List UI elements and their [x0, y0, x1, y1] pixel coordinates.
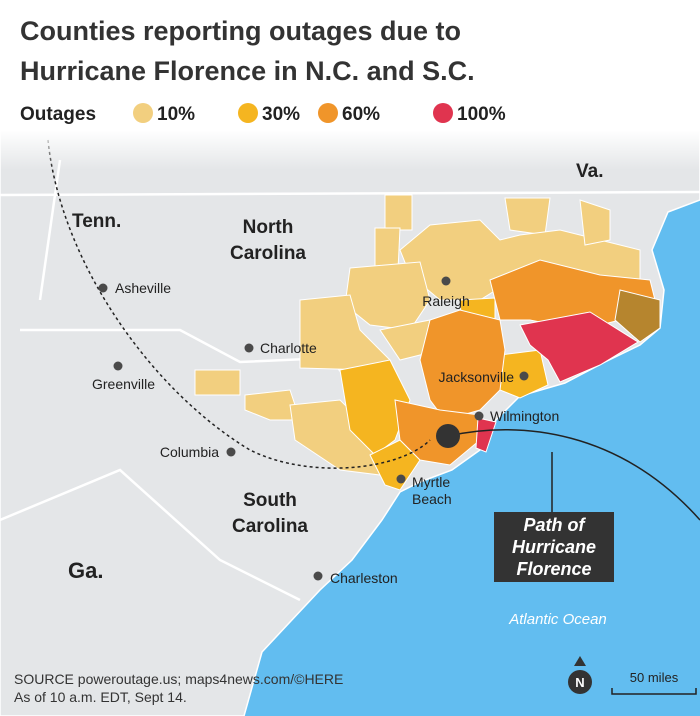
- city-dot: [313, 571, 323, 581]
- legend-label: Outages: [20, 104, 96, 125]
- state-label: Ga.: [68, 558, 103, 583]
- legend-swatch: [238, 103, 258, 123]
- city-dot: [98, 283, 108, 293]
- callout-text: Hurricane: [512, 537, 596, 557]
- ocean-label: Atlantic Ocean: [508, 611, 607, 628]
- state-label: North: [243, 217, 294, 238]
- legend-swatch: [133, 103, 153, 123]
- scale-bar: [611, 688, 697, 695]
- city-label: Columbia: [160, 444, 219, 460]
- city-label: Charlotte: [260, 340, 317, 356]
- city-dot: [474, 411, 484, 421]
- city-label: Raleigh: [422, 293, 469, 309]
- header-fade: [0, 130, 700, 170]
- title: Counties reporting outages due to: [20, 16, 461, 46]
- compass: [568, 670, 592, 694]
- callout-text: Path of: [524, 515, 587, 535]
- legend-swatch: [433, 103, 453, 123]
- legend-item: 30%: [262, 104, 300, 125]
- impact-zone: [47, 139, 431, 469]
- compass-label: N: [575, 675, 584, 690]
- city-label: Charleston: [330, 570, 398, 586]
- city-dot: [441, 276, 451, 286]
- city-dot: [244, 343, 254, 353]
- state-label: Tenn.: [72, 211, 121, 232]
- compass-arrow: [574, 656, 586, 666]
- hurricane-icon: [436, 424, 460, 448]
- source: As of 10 a.m. EDT, Sept 14.: [14, 689, 187, 705]
- state-label: Carolina: [230, 243, 306, 264]
- city-label: Beach: [412, 491, 452, 507]
- city-label: Wilmington: [490, 408, 559, 424]
- legend-item: 60%: [342, 104, 380, 125]
- city-label: Asheville: [115, 280, 171, 296]
- city-dot: [226, 447, 236, 457]
- city-label: Myrtle: [412, 474, 450, 490]
- legend-item: 10%: [157, 104, 195, 125]
- legend-item: 100%: [457, 104, 506, 125]
- city-dot: [113, 361, 123, 371]
- scale-label: 50 miles: [630, 670, 679, 685]
- header-bg: [0, 0, 700, 130]
- title: Hurricane Florence in N.C. and S.C.: [20, 56, 475, 86]
- state-label: South: [243, 490, 297, 511]
- city-label: Greenville: [92, 376, 155, 392]
- legend: 10% 30% 60% 100%: [133, 103, 506, 125]
- city-dot: [396, 474, 406, 484]
- state-label: Carolina: [232, 516, 308, 537]
- state-label: Va.: [576, 161, 603, 182]
- counties: [194, 194, 661, 491]
- cities: Asheville Charlotte Raleigh Greenville Jacks…: [92, 276, 559, 586]
- hurricane-path: [447, 429, 700, 521]
- callout-box: [494, 512, 614, 582]
- city-dot: [519, 371, 529, 381]
- legend-swatch: [318, 103, 338, 123]
- source: SOURCE poweroutage.us; maps4news.com/©HE…: [14, 671, 343, 687]
- callout-text: Florence: [516, 559, 591, 579]
- city-label: Jacksonville: [439, 369, 515, 385]
